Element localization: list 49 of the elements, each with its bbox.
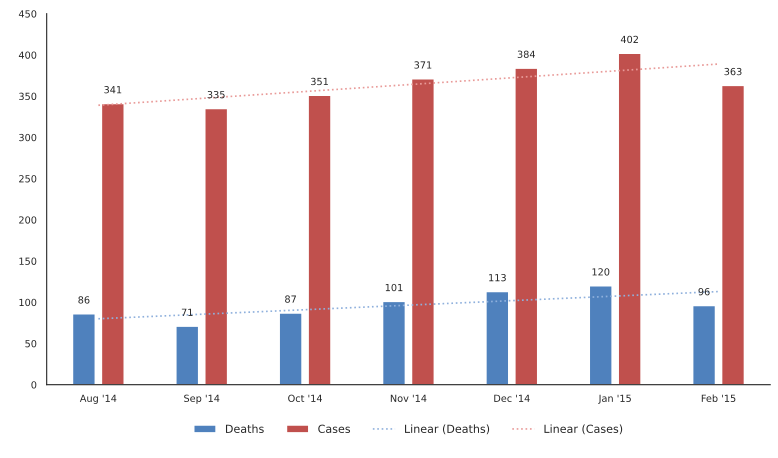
y-tick-label: 100 xyxy=(19,298,36,306)
bar xyxy=(514,67,538,385)
x-tick-label: Jan '15 xyxy=(598,394,631,404)
y-tick-label: 50 xyxy=(25,340,36,348)
y-tick-label: 450 xyxy=(18,10,36,18)
bar xyxy=(618,52,642,385)
legend-label: Cases xyxy=(318,424,350,433)
y-tick-label: 200 xyxy=(19,216,36,224)
bar xyxy=(278,312,303,385)
y-tick-label: 300 xyxy=(19,134,36,142)
data-label: 86 xyxy=(78,296,90,304)
legend-label: Linear (Cases) xyxy=(544,424,622,434)
bar xyxy=(72,313,96,385)
bar xyxy=(382,300,406,385)
data-label: 335 xyxy=(208,90,225,98)
x-tick-label: Sep '14 xyxy=(184,394,220,404)
data-label: 371 xyxy=(414,61,432,69)
data-label: 341 xyxy=(104,86,122,94)
x-tick-label: Feb '15 xyxy=(702,394,736,402)
data-label: 101 xyxy=(386,284,402,292)
data-label: 96 xyxy=(698,288,710,296)
data-label: 351 xyxy=(311,78,328,86)
bar xyxy=(720,84,746,385)
x-tick-label: Nov '14 xyxy=(390,394,426,402)
y-tick-label: 350 xyxy=(19,92,36,100)
bar xyxy=(588,285,613,385)
y-tick-label: 400 xyxy=(18,51,36,59)
data-label: 363 xyxy=(724,68,742,76)
data-label: 113 xyxy=(489,274,506,282)
x-tick-label: Dec '14 xyxy=(494,394,530,402)
data-label: 71 xyxy=(182,308,193,316)
bar xyxy=(100,102,125,385)
y-tick-label: 250 xyxy=(19,175,36,182)
bar xyxy=(485,290,510,385)
y-tick-label: 150 xyxy=(19,258,36,265)
bar xyxy=(692,304,716,385)
legend-label: Deaths xyxy=(226,424,264,433)
data-label: 384 xyxy=(518,50,536,58)
data-label: 402 xyxy=(620,36,638,44)
x-tick-label: Aug '14 xyxy=(80,394,116,404)
bar xyxy=(175,325,200,385)
bar xyxy=(307,94,332,385)
legend-label: Linear (Deaths) xyxy=(405,424,490,434)
bar xyxy=(410,78,435,385)
data-label: 87 xyxy=(285,295,296,303)
y-tick-label: 0 xyxy=(31,381,36,389)
data-label: 120 xyxy=(592,268,610,276)
bar xyxy=(204,108,228,385)
x-tick-label: Oct '14 xyxy=(288,394,322,402)
